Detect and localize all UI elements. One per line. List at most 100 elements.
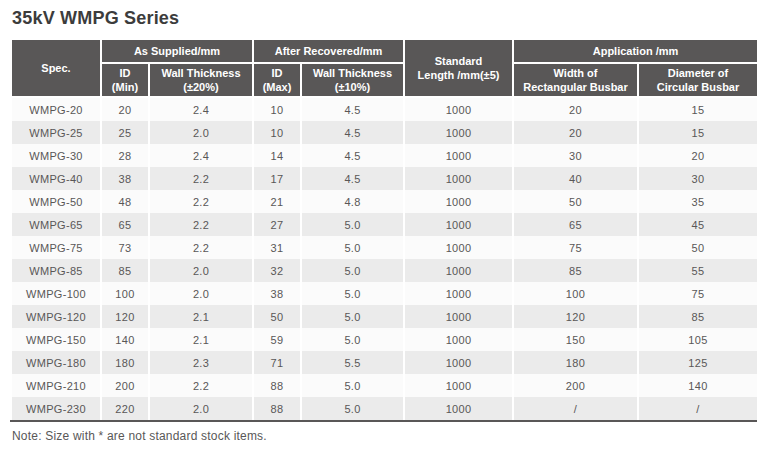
cell-standard_length: 1000 (404, 97, 513, 121)
cell-dia_circ: 20 (638, 144, 758, 167)
cell-width_rect: 50 (513, 190, 638, 213)
cell-dia_circ: / (638, 397, 758, 420)
header-dia-circ: Diameter of Circular Busbar (638, 63, 758, 97)
cell-standard_length: 1000 (404, 282, 513, 305)
table-row: WMPG-40382.2174.510004030 (11, 167, 758, 190)
cell-wall_thickness_20: 2.2 (149, 190, 253, 213)
cell-wall_thickness_10: 5.0 (301, 213, 404, 236)
header-sub-row: ID (Min) Wall Thickness (±20%) ID (Max) … (11, 63, 758, 97)
spec-table-wrap: Spec. As Supplied/mm After Recovered/mm … (10, 38, 757, 422)
cell-id_min: 220 (101, 397, 149, 420)
cell-wall_thickness_10: 4.5 (301, 144, 404, 167)
cell-spec: WMPG-210 (11, 374, 101, 397)
cell-wall_thickness_10: 5.0 (301, 259, 404, 282)
cell-standard_length: 1000 (404, 190, 513, 213)
cell-width_rect: / (513, 397, 638, 420)
cell-id_max: 21 (253, 190, 301, 213)
cell-id_min: 180 (101, 351, 149, 374)
cell-wall_thickness_20: 2.4 (149, 97, 253, 121)
table-row: WMPG-1801802.3715.51000180125 (11, 351, 758, 374)
page-title: 35kV WMPG Series (0, 0, 766, 38)
cell-id_min: 20 (101, 97, 149, 121)
cell-id_max: 59 (253, 328, 301, 351)
cell-standard_length: 1000 (404, 144, 513, 167)
header-group-row: Spec. As Supplied/mm After Recovered/mm … (11, 39, 758, 63)
cell-spec: WMPG-100 (11, 282, 101, 305)
cell-wall_thickness_10: 5.5 (301, 351, 404, 374)
cell-id_min: 28 (101, 144, 149, 167)
cell-standard_length: 1000 (404, 351, 513, 374)
cell-spec: WMPG-50 (11, 190, 101, 213)
cell-standard_length: 1000 (404, 328, 513, 351)
cell-id_max: 10 (253, 121, 301, 144)
cell-width_rect: 150 (513, 328, 638, 351)
table-row: WMPG-2102002.2885.01000200140 (11, 374, 758, 397)
cell-wall_thickness_20: 2.2 (149, 236, 253, 259)
cell-spec: WMPG-40 (11, 167, 101, 190)
cell-id_max: 31 (253, 236, 301, 259)
cell-wall_thickness_10: 4.5 (301, 97, 404, 121)
table-row: WMPG-75732.2315.010007550 (11, 236, 758, 259)
cell-spec: WMPG-75 (11, 236, 101, 259)
cell-spec: WMPG-25 (11, 121, 101, 144)
cell-id_min: 65 (101, 213, 149, 236)
cell-id_max: 32 (253, 259, 301, 282)
cell-dia_circ: 140 (638, 374, 758, 397)
header-id-max: ID (Max) (253, 63, 301, 97)
cell-spec: WMPG-180 (11, 351, 101, 374)
cell-spec: WMPG-230 (11, 397, 101, 420)
cell-wall_thickness_10: 5.0 (301, 282, 404, 305)
table-row: WMPG-1001002.0385.0100010075 (11, 282, 758, 305)
table-row: WMPG-65652.2275.010006545 (11, 213, 758, 236)
cell-spec: WMPG-30 (11, 144, 101, 167)
cell-id_max: 38 (253, 282, 301, 305)
table-row: WMPG-30282.4144.510003020 (11, 144, 758, 167)
cell-width_rect: 200 (513, 374, 638, 397)
cell-wall_thickness_10: 4.5 (301, 167, 404, 190)
cell-id_min: 140 (101, 328, 149, 351)
cell-standard_length: 1000 (404, 305, 513, 328)
cell-dia_circ: 30 (638, 167, 758, 190)
cell-wall_thickness_20: 2.1 (149, 305, 253, 328)
cell-dia_circ: 15 (638, 97, 758, 121)
cell-wall_thickness_20: 2.1 (149, 328, 253, 351)
cell-dia_circ: 45 (638, 213, 758, 236)
spec-table: Spec. As Supplied/mm After Recovered/mm … (10, 38, 759, 420)
cell-wall_thickness_10: 5.0 (301, 236, 404, 259)
cell-id_max: 71 (253, 351, 301, 374)
cell-wall_thickness_20: 2.0 (149, 282, 253, 305)
cell-id_max: 50 (253, 305, 301, 328)
cell-standard_length: 1000 (404, 236, 513, 259)
cell-spec: WMPG-20 (11, 97, 101, 121)
cell-id_min: 25 (101, 121, 149, 144)
cell-wall_thickness_10: 5.0 (301, 374, 404, 397)
cell-width_rect: 20 (513, 121, 638, 144)
cell-wall_thickness_10: 4.8 (301, 190, 404, 213)
table-row: WMPG-1501402.1595.01000150105 (11, 328, 758, 351)
cell-spec: WMPG-150 (11, 328, 101, 351)
cell-wall_thickness_20: 2.3 (149, 351, 253, 374)
cell-dia_circ: 105 (638, 328, 758, 351)
cell-width_rect: 30 (513, 144, 638, 167)
cell-id_max: 10 (253, 97, 301, 121)
cell-spec: WMPG-85 (11, 259, 101, 282)
cell-standard_length: 1000 (404, 121, 513, 144)
cell-id_max: 88 (253, 374, 301, 397)
table-row: WMPG-1201202.1505.0100012085 (11, 305, 758, 328)
cell-wall_thickness_20: 2.0 (149, 259, 253, 282)
cell-dia_circ: 125 (638, 351, 758, 374)
cell-dia_circ: 35 (638, 190, 758, 213)
cell-spec: WMPG-120 (11, 305, 101, 328)
table-row: WMPG-2302202.0885.01000// (11, 397, 758, 420)
cell-wall_thickness_20: 2.4 (149, 144, 253, 167)
cell-spec: WMPG-65 (11, 213, 101, 236)
cell-id_min: 48 (101, 190, 149, 213)
header-application: Application /mm (513, 39, 758, 63)
table-row: WMPG-50482.2214.810005035 (11, 190, 758, 213)
cell-width_rect: 75 (513, 236, 638, 259)
cell-dia_circ: 85 (638, 305, 758, 328)
cell-dia_circ: 75 (638, 282, 758, 305)
header-after-recovered: After Recovered/mm (253, 39, 404, 63)
header-as-supplied: As Supplied/mm (101, 39, 253, 63)
header-id-min: ID (Min) (101, 63, 149, 97)
